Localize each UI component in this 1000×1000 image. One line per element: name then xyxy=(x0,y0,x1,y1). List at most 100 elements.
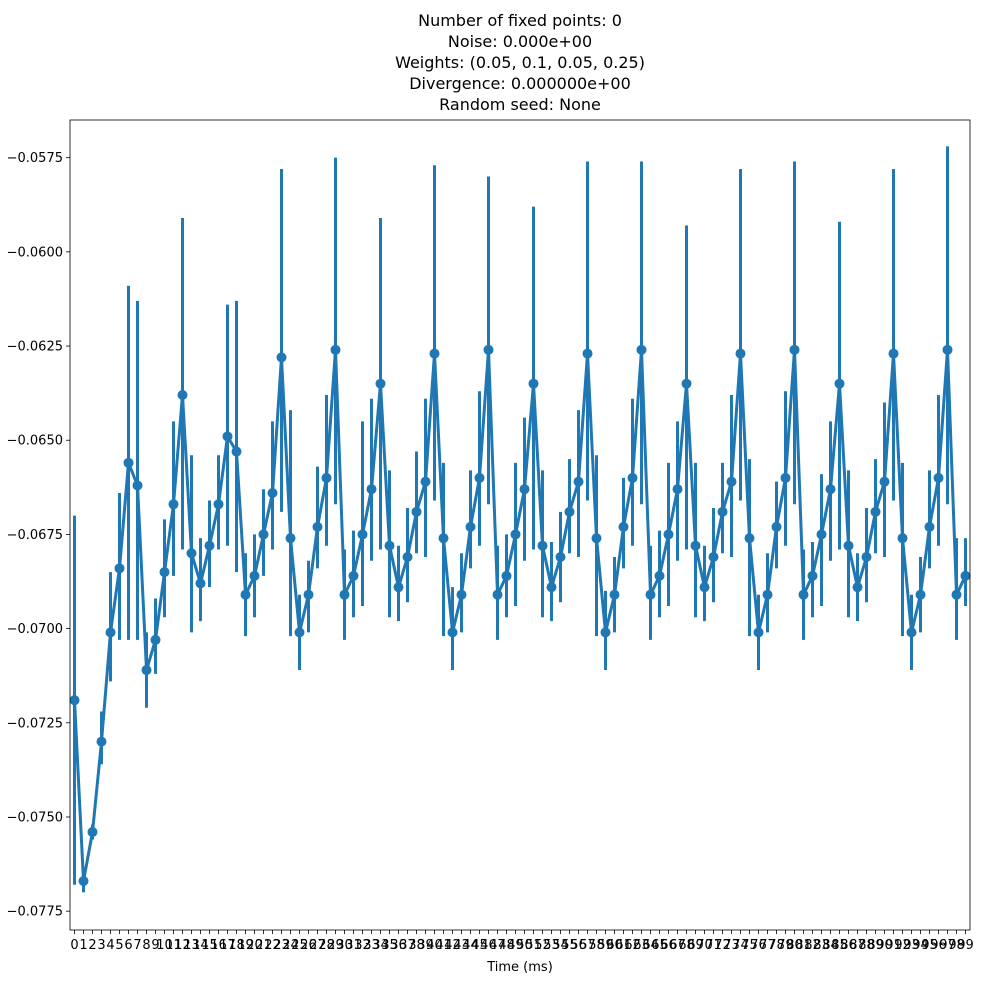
x-tick-label: 11 xyxy=(165,938,182,953)
x-tick-label: 8 xyxy=(142,938,150,953)
data-point xyxy=(762,589,773,600)
data-point xyxy=(843,540,854,551)
x-tick-label: 20 xyxy=(246,938,263,953)
x-tick-label: 90 xyxy=(876,938,893,953)
y-tick-label: −0.0700 xyxy=(7,622,63,637)
data-point xyxy=(267,487,278,498)
data-point xyxy=(69,695,80,706)
x-tick-label: 37 xyxy=(399,938,416,953)
title-line-random-seed: Random seed: None xyxy=(439,95,601,114)
data-point xyxy=(681,378,692,389)
data-point xyxy=(285,533,296,544)
x-tick-label: 5 xyxy=(115,938,123,953)
data-point xyxy=(312,521,323,532)
x-tick-label: 58 xyxy=(588,938,605,953)
data-point xyxy=(537,540,548,551)
x-tick-label: 19 xyxy=(237,938,254,953)
data-point xyxy=(645,589,656,600)
x-tick-label: 89 xyxy=(867,938,884,953)
x-tick-label: 30 xyxy=(336,938,353,953)
x-tick-label: 84 xyxy=(822,938,839,953)
x-tick-label: 22 xyxy=(264,938,281,953)
data-point xyxy=(375,378,386,389)
data-point xyxy=(582,348,593,359)
y-tick-label: −0.0775 xyxy=(7,905,63,920)
data-point xyxy=(474,472,485,483)
x-tick-label: 97 xyxy=(939,938,956,953)
x-tick-label: 70 xyxy=(696,938,713,953)
x-tick-label: 47 xyxy=(489,938,506,953)
x-tick-label: 61 xyxy=(615,938,632,953)
data-point xyxy=(321,472,332,483)
data-point xyxy=(222,431,233,442)
x-tick-label: 94 xyxy=(912,938,929,953)
data-point xyxy=(168,499,179,510)
data-point xyxy=(339,589,350,600)
title-line-noise: Noise: 0.000e+00 xyxy=(447,32,593,51)
x-tick-label: 45 xyxy=(471,938,488,953)
data-point xyxy=(672,484,683,495)
x-tick-label: 36 xyxy=(390,938,407,953)
data-point xyxy=(96,736,107,747)
x-tick-label: 82 xyxy=(804,938,821,953)
data-point xyxy=(726,476,737,487)
x-tick-label: 6 xyxy=(124,938,132,953)
x-tick-label: 79 xyxy=(777,938,794,953)
data-point xyxy=(366,484,377,495)
data-point xyxy=(924,521,935,532)
x-tick-label: 67 xyxy=(669,938,686,953)
data-point xyxy=(753,627,764,638)
data-point xyxy=(861,552,872,563)
data-point xyxy=(456,589,467,600)
data-point xyxy=(510,529,521,540)
x-axis: 0 1 2 3 4 5 6 7 8 9101112131415161718192021222324… xyxy=(70,930,974,953)
x-tick-label: 52 xyxy=(534,938,551,953)
data-point xyxy=(933,472,944,483)
x-tick-label: 1 xyxy=(79,938,87,953)
data-point xyxy=(663,529,674,540)
x-tick-label: 91 xyxy=(885,938,902,953)
y-tick-label: −0.0750 xyxy=(7,810,63,825)
x-tick-label: 76 xyxy=(750,938,767,953)
x-tick-label: 72 xyxy=(714,938,731,953)
data-point xyxy=(150,634,161,645)
x-tick-label: 85 xyxy=(831,938,848,953)
x-tick-label: 50 xyxy=(516,938,533,953)
data-point xyxy=(654,570,665,581)
data-point xyxy=(393,582,404,593)
data-point xyxy=(870,506,881,517)
x-tick-label: 55 xyxy=(561,938,578,953)
x-tick-label: 68 xyxy=(678,938,695,953)
x-tick-label: 87 xyxy=(849,938,866,953)
data-point xyxy=(132,480,143,491)
x-tick-label: 69 xyxy=(687,938,704,953)
x-tick-label: 12 xyxy=(174,938,191,953)
data-point xyxy=(519,484,530,495)
data-point xyxy=(888,348,899,359)
data-point xyxy=(141,665,152,676)
data-point xyxy=(303,589,314,600)
data-point xyxy=(879,476,890,487)
data-point xyxy=(825,484,836,495)
x-tick-label: 31 xyxy=(345,938,362,953)
x-tick-label: 66 xyxy=(660,938,677,953)
data-point xyxy=(177,390,188,401)
x-tick-label: 23 xyxy=(273,938,290,953)
data-point xyxy=(942,344,953,355)
data-point xyxy=(492,589,503,600)
data-point xyxy=(213,499,224,510)
data-point xyxy=(249,570,260,581)
data-point xyxy=(573,476,584,487)
data-point xyxy=(258,529,269,540)
data-point xyxy=(600,627,611,638)
x-tick-label: 59 xyxy=(597,938,614,953)
data-point xyxy=(915,589,926,600)
x-tick-label: 83 xyxy=(813,938,830,953)
data-point xyxy=(204,540,215,551)
y-tick-label: −0.0575 xyxy=(7,151,63,166)
data-point xyxy=(708,552,719,563)
data-point xyxy=(195,578,206,589)
x-tick-label: 92 xyxy=(894,938,911,953)
data-point xyxy=(546,582,557,593)
data-point xyxy=(717,506,728,517)
